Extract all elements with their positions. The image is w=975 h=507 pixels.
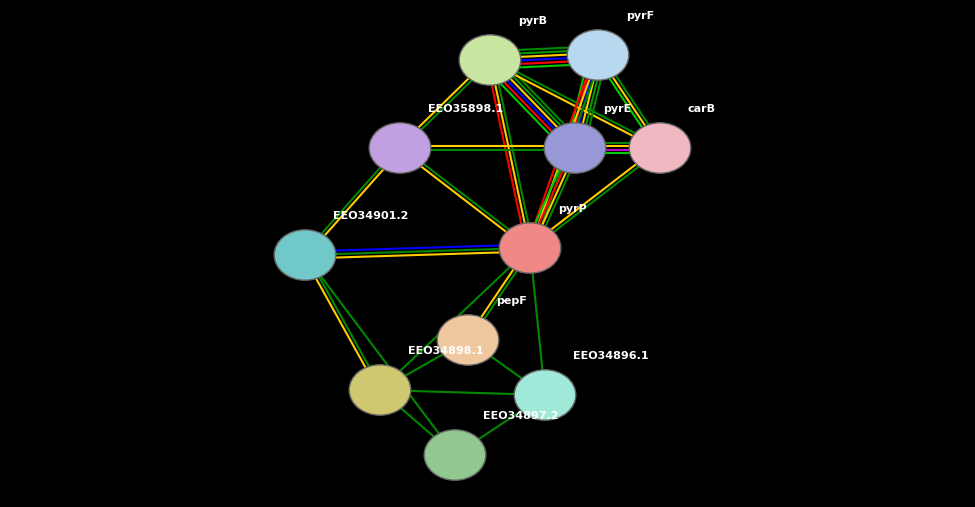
Text: EEO34897.2: EEO34897.2 [483, 411, 559, 421]
Text: EEO34901.2: EEO34901.2 [333, 211, 409, 222]
Ellipse shape [567, 30, 629, 80]
Ellipse shape [274, 230, 335, 280]
Ellipse shape [349, 365, 410, 415]
Ellipse shape [459, 35, 521, 85]
Text: EEO34896.1: EEO34896.1 [573, 351, 648, 361]
Ellipse shape [514, 370, 576, 420]
Text: pyrF: pyrF [626, 11, 654, 21]
Text: EEO35898.1: EEO35898.1 [428, 104, 503, 115]
Text: pyrE: pyrE [603, 104, 631, 115]
Text: pepF: pepF [496, 297, 527, 306]
Ellipse shape [499, 223, 561, 273]
Text: pyrP: pyrP [558, 204, 587, 214]
Ellipse shape [370, 123, 431, 173]
Text: pyrB: pyrB [518, 16, 547, 26]
Ellipse shape [424, 430, 486, 480]
Ellipse shape [629, 123, 691, 173]
Ellipse shape [544, 123, 605, 173]
Text: EEO34898.1: EEO34898.1 [408, 346, 484, 356]
Ellipse shape [437, 315, 499, 365]
Text: carB: carB [688, 104, 716, 115]
